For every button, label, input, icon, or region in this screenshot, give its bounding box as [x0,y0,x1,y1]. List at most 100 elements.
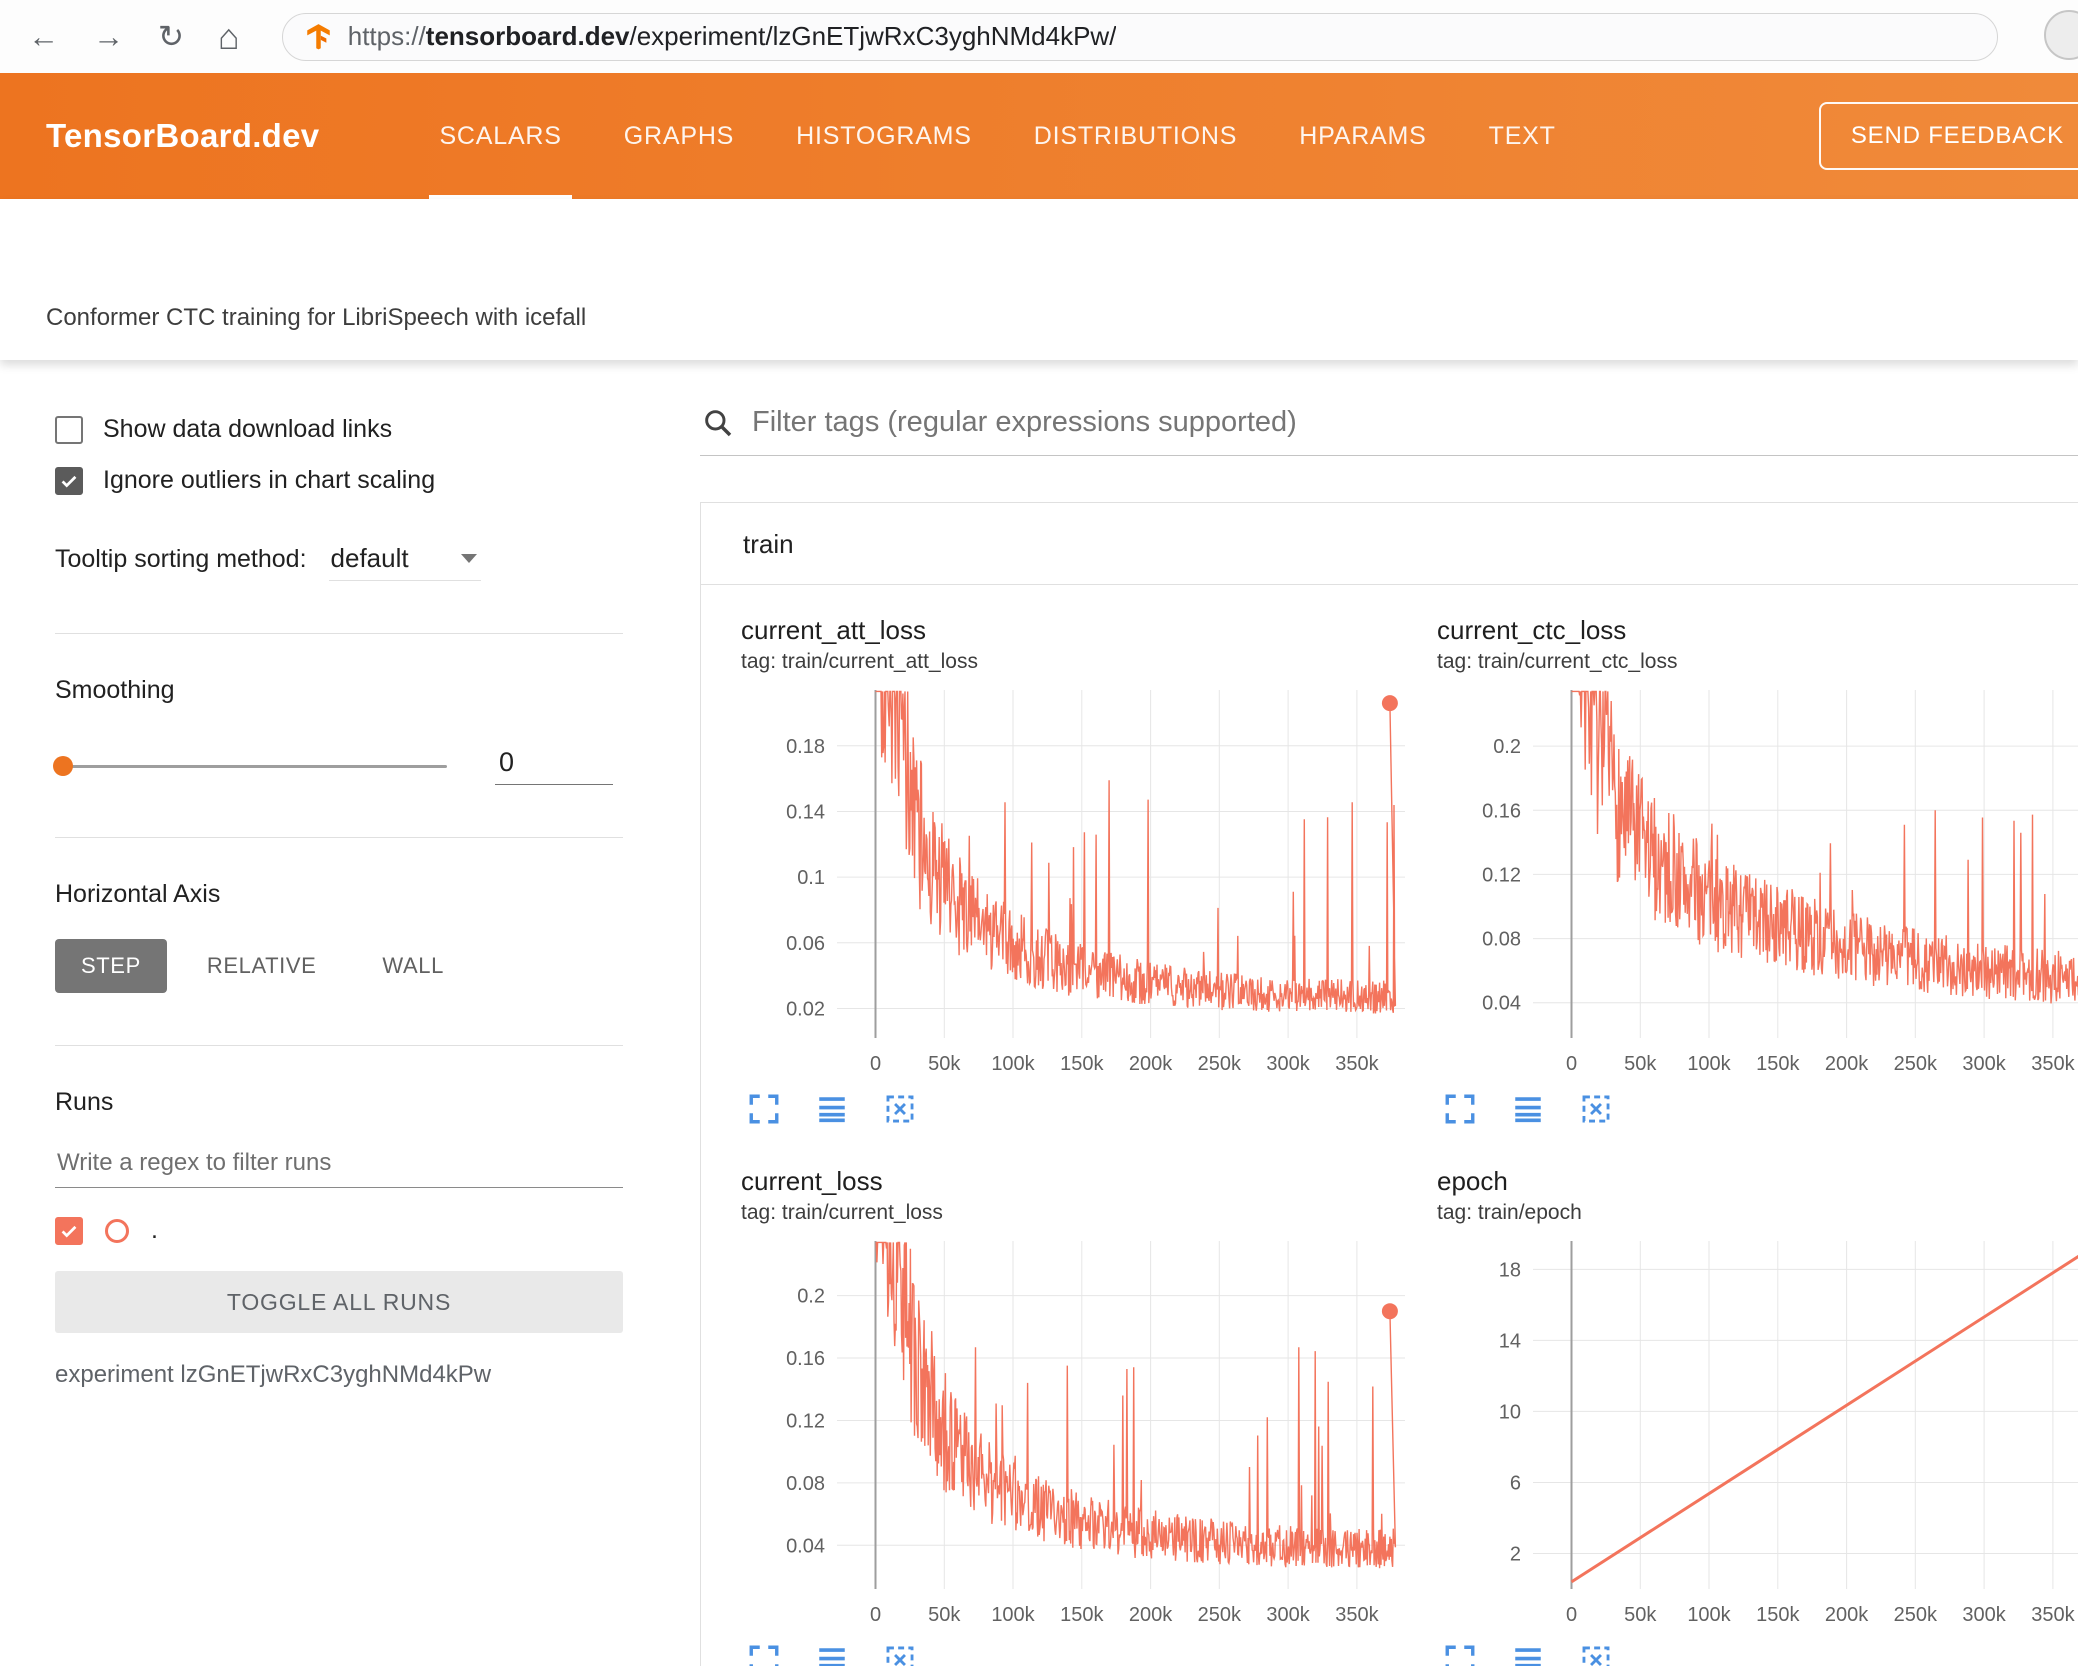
svg-text:0.08: 0.08 [786,1473,825,1495]
svg-text:0.02: 0.02 [786,999,825,1021]
toggle-all-runs-button[interactable]: TOGGLE ALL RUNS [55,1271,623,1333]
fullscreen-icon[interactable] [747,1643,781,1666]
smoothing-slider[interactable] [53,756,447,776]
header-tabs: SCALARS GRAPHS HISTOGRAMS DISTRIBUTIONS … [429,73,1556,199]
tab-scalars[interactable]: SCALARS [429,73,573,199]
address-bar[interactable]: https://tensorboard.dev/experiment/lzGnE… [281,12,1998,61]
horizontal-axis-label: Horizontal Axis [55,880,221,908]
chart-tag: tag: train/current_ctc_loss [1437,650,1678,673]
checkmark-icon [61,475,77,488]
svg-text:100k: 100k [1687,1053,1731,1075]
url-scheme: https:// [347,21,426,51]
smoothing-slider-thumb[interactable] [53,756,73,776]
subtitle-bar: Conformer CTC training for LibriSpeech w… [0,199,2078,360]
sidebar: Show data download links Ignore outliers… [0,360,658,1666]
svg-text:0.14: 0.14 [786,802,825,824]
tooltip-sorting-select[interactable]: default [328,543,481,581]
chart-block: current_loss tag: train/current_loss 0.0… [741,1166,1413,1666]
ignore-outliers-row[interactable]: Ignore outliers in chart scaling [55,466,623,495]
chart-title: epoch [1437,1166,1508,1196]
show-download-links-row[interactable]: Show data download links [55,415,623,444]
tab-histograms[interactable]: HISTOGRAMS [796,121,972,150]
fit-domain-icon[interactable] [883,1643,917,1666]
chart-toolbar [747,1092,1413,1126]
svg-text:250k: 250k [1198,1604,1242,1626]
chart-block: epoch tag: train/epoch 2 6 10 14 18 0 50k 100k 1… [1437,1166,2078,1666]
app-logo[interactable]: TensorBoard.dev [46,117,320,154]
svg-text:0: 0 [870,1604,881,1626]
svg-text:300k: 300k [1266,1053,1310,1075]
avatar[interactable] [2044,10,2078,60]
axis-wall-button[interactable]: WALL [356,939,470,993]
svg-text:0.06: 0.06 [786,933,825,955]
fullscreen-icon[interactable] [1443,1643,1477,1666]
svg-text:0.1: 0.1 [797,867,825,889]
axis-relative-button[interactable]: RELATIVE [181,939,343,993]
log-scale-icon[interactable] [815,1092,849,1126]
svg-text:350k: 350k [2031,1053,2075,1075]
svg-text:150k: 150k [1060,1604,1104,1626]
chart-plot[interactable]: 0.02 0.06 0.1 0.14 0.18 0 50k 100k 150k 200k 250k 3… [741,682,1413,1082]
chart-title: current_ctc_loss [1437,615,1627,645]
svg-text:0.16: 0.16 [786,1348,825,1370]
filter-tags-row [700,400,2078,456]
run-checkbox[interactable] [55,1216,83,1245]
chart-plot[interactable]: 0.04 0.08 0.12 0.16 0.2 0 50k 100k 150k 200k 250k 3… [741,1233,1413,1633]
svg-text:200k: 200k [1825,1053,1869,1075]
svg-text:100k: 100k [1687,1604,1731,1626]
reload-icon[interactable]: ↻ [158,19,184,54]
tab-text[interactable]: TEXT [1488,121,1556,150]
fullscreen-icon[interactable] [747,1092,781,1126]
url-text: https://tensorboard.dev/experiment/lzGnE… [348,21,1117,52]
tensorboard-favicon-icon [306,24,330,50]
log-scale-icon[interactable] [1511,1643,1545,1666]
url-path: /experiment/lzGnETjwRxC3yghNMd4kPw/ [629,21,1117,51]
send-feedback-button[interactable]: SEND FEEDBACK [1818,102,2078,170]
fullscreen-icon[interactable] [1443,1092,1477,1126]
ignore-outliers-checkbox[interactable] [55,466,83,495]
log-scale-icon[interactable] [815,1643,849,1666]
svg-text:0.16: 0.16 [1482,800,1521,822]
tab-graphs[interactable]: GRAPHS [623,121,735,150]
train-card: train current_att_loss tag: train/curren… [700,502,2078,1666]
smoothing-value-field[interactable]: 0 [495,747,613,785]
log-scale-icon[interactable] [1511,1092,1545,1126]
url-domain: tensorboard.dev [425,21,630,51]
divider [55,1045,623,1046]
train-card-header[interactable]: train [701,503,2078,585]
tab-hparams[interactable]: HPARAMS [1299,121,1427,150]
tooltip-sorting-row: Tooltip sorting method: default [55,543,623,581]
fit-domain-icon[interactable] [1579,1643,1613,1666]
filter-tags-input[interactable] [752,406,2078,439]
caret-down-icon [460,554,477,563]
main-panel: train current_att_loss tag: train/curren… [658,360,2078,1666]
svg-text:150k: 150k [1756,1604,1800,1626]
svg-text:0.04: 0.04 [1482,993,1521,1015]
svg-text:0.18: 0.18 [786,736,825,758]
runs-filter-input[interactable] [55,1143,623,1188]
chart-plot[interactable]: 2 6 10 14 18 0 50k 100k 150k 200k 250k 300k 350k [1437,1233,2078,1633]
svg-text:0: 0 [870,1053,881,1075]
experiment-title: Conformer CTC training for LibriSpeech w… [46,304,587,331]
chart-title: current_loss [741,1166,883,1196]
svg-text:50k: 50k [1624,1053,1657,1075]
axis-step-button[interactable]: STEP [55,939,167,993]
run-name: . [151,1216,158,1244]
chart-tag: tag: train/epoch [1437,1201,1582,1224]
chart-title: current_att_loss [741,615,926,645]
chart-plot[interactable]: 0.04 0.08 0.12 0.16 0.2 0 50k 100k 150k 200k 250k 3… [1437,682,2078,1082]
svg-text:0.2: 0.2 [797,1286,825,1308]
divider [55,837,623,838]
svg-text:50k: 50k [928,1604,961,1626]
show-download-links-checkbox[interactable] [55,415,83,444]
fit-domain-icon[interactable] [1579,1092,1613,1126]
show-download-links-label: Show data download links [103,415,393,443]
forward-icon[interactable]: → [93,19,124,54]
chart-toolbar [747,1643,1413,1666]
back-icon[interactable]: ← [28,19,59,54]
run-color-swatch-icon[interactable] [105,1218,129,1243]
tab-distributions[interactable]: DISTRIBUTIONS [1033,121,1238,150]
fit-domain-icon[interactable] [883,1092,917,1126]
home-icon[interactable]: ⌂ [217,15,240,57]
